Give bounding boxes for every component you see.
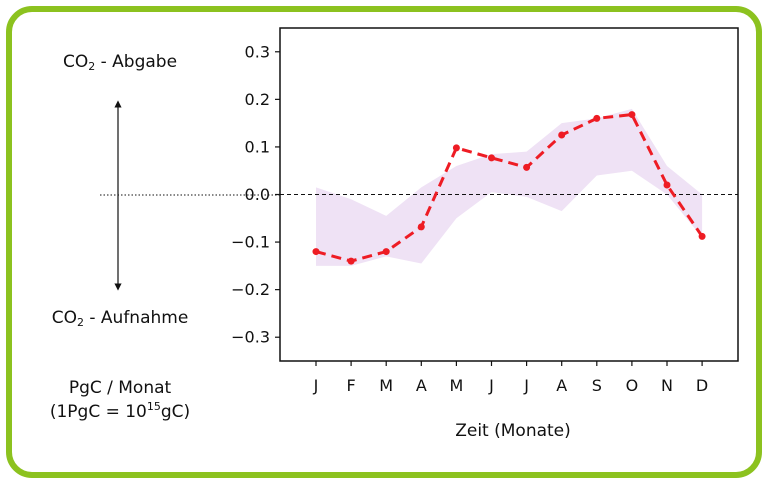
y-tick-label: 0.3 xyxy=(245,42,270,61)
unit-label: PgC / Monat (1PgC = 1015gC) xyxy=(20,376,220,426)
x-tick-label-A: A xyxy=(416,376,427,395)
x-axis-label: Zeit (Monate) xyxy=(455,421,571,441)
data-point-A xyxy=(417,223,425,231)
green-rounded-frame xyxy=(6,6,762,478)
unit-line-2: (1PgC = 1015gC) xyxy=(49,400,191,422)
data-point-M xyxy=(452,144,460,152)
x-tick-label-J: J xyxy=(523,376,529,395)
y-tick-label: −0.2 xyxy=(231,280,270,299)
x-tick-label-J: J xyxy=(313,376,319,395)
x-tick-label-A: A xyxy=(556,376,567,395)
x-tick-label-F: F xyxy=(346,376,355,395)
data-point-F xyxy=(347,257,355,265)
data-point-J xyxy=(312,248,320,256)
data-point-S xyxy=(593,114,601,122)
y-tick-label: 0.2 xyxy=(245,90,270,109)
plot-area: −0.3 −0.2 −0.1 0.0 0.1 0.2 0.3 J F M A M J J A S O N D Zeit… xyxy=(231,27,739,441)
x-tick-label-M: M xyxy=(449,376,463,395)
data-point-M xyxy=(382,248,390,256)
co2-uptake-label: CO2 - Aufnahme xyxy=(51,308,189,329)
y-tick-label: −0.3 xyxy=(231,328,270,347)
x-tick-label-N: N xyxy=(661,376,673,395)
series-line xyxy=(315,112,704,263)
uncertainty-band xyxy=(316,108,703,266)
data-point-O xyxy=(628,111,636,119)
data-point-D xyxy=(698,232,706,240)
x-tick-label-D: D xyxy=(696,376,708,395)
x-tick-label-M: M xyxy=(379,376,393,395)
data-point-J xyxy=(523,163,531,171)
y-tick-label: 0.1 xyxy=(245,137,270,156)
unit-line-1: PgC / Monat xyxy=(68,378,172,398)
x-tick-label-O: O xyxy=(626,376,639,395)
co2-release-label: CO2 - Abgabe xyxy=(62,52,178,73)
data-point-J xyxy=(488,154,495,162)
data-point-N xyxy=(663,181,671,189)
y-tick-label: −0.1 xyxy=(231,233,270,252)
data-point-A xyxy=(558,131,566,139)
y-tick-label: 0.0 xyxy=(245,185,270,204)
x-tick-label-S: S xyxy=(592,376,602,395)
x-tick-label-J: J xyxy=(488,376,494,395)
